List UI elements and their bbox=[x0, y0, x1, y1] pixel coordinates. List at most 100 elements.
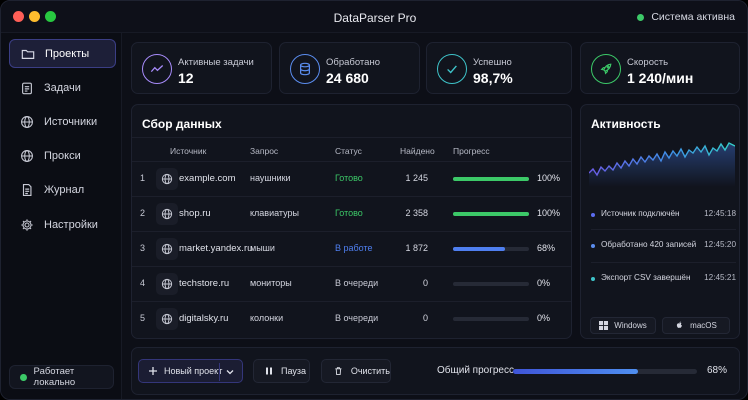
row-progress-fill bbox=[453, 247, 505, 251]
new-project-button[interactable]: Новый проект bbox=[138, 359, 243, 383]
overall-progress-label: Общий прогресс bbox=[437, 365, 514, 376]
column-header-progress: Прогресс bbox=[453, 146, 490, 156]
activity-panel: Активность Источник подключён 12:45:18 О… bbox=[580, 104, 740, 339]
column-header-found: Найдено bbox=[400, 146, 435, 156]
windows-button[interactable]: Windows bbox=[590, 317, 656, 334]
close-window-button[interactable] bbox=[13, 11, 24, 22]
new-project-label: Новый проект bbox=[164, 366, 223, 376]
overall-progress-bar bbox=[513, 369, 697, 374]
table-row[interactable]: 1 example.com наушники Готово 1 245 100% bbox=[132, 162, 573, 196]
row-query: колонки bbox=[250, 313, 284, 323]
row-query: клавиатуры bbox=[250, 208, 300, 218]
row-source: market.yandex.ru bbox=[179, 243, 253, 254]
table-row[interactable]: 4 techstore.ru мониторы В очереди 0 0% bbox=[132, 267, 573, 301]
globe-icon bbox=[156, 168, 178, 190]
event-text: Источник подключён bbox=[601, 209, 680, 218]
row-progress-bar bbox=[453, 282, 529, 286]
windows-label: Windows bbox=[614, 321, 647, 330]
stat-card-success: Успешно 98,7% bbox=[426, 42, 572, 94]
clear-button[interactable]: Очистить bbox=[321, 359, 391, 383]
activity-event: Обработано 420 записей 12:45:20 bbox=[591, 240, 736, 254]
row-progress-value: 68% bbox=[537, 243, 556, 253]
globe-icon bbox=[21, 115, 33, 128]
local-status-badge: Работает локально bbox=[9, 365, 114, 389]
globe-icon bbox=[156, 273, 178, 295]
event-time: 12:45:20 bbox=[704, 240, 736, 249]
stat-card-processed: Обработано 24 680 bbox=[279, 42, 420, 94]
overall-progress-fill bbox=[513, 369, 639, 374]
stat-card-active-tasks: Активные задачи 12 bbox=[131, 42, 272, 94]
pause-icon bbox=[266, 367, 272, 375]
panel-title: Активность bbox=[591, 117, 661, 131]
maximize-window-button[interactable] bbox=[45, 11, 56, 22]
status-dot-icon bbox=[637, 13, 645, 21]
row-progress-value: 100% bbox=[537, 208, 561, 218]
activity-event: Источник подключён 12:45:18 bbox=[591, 209, 736, 223]
sidebar-item-journal[interactable]: Журнал bbox=[9, 175, 116, 204]
minimize-window-button[interactable] bbox=[29, 11, 40, 22]
globe-icon bbox=[156, 308, 178, 330]
column-header-query: Запрос bbox=[250, 146, 279, 156]
local-status-label: Работает локально bbox=[33, 366, 76, 388]
data-collection-panel: Сбор данных Источник Запрос Статус Найде… bbox=[131, 104, 572, 339]
row-source: techstore.ru bbox=[179, 278, 230, 289]
clipboard-icon bbox=[22, 82, 32, 94]
event-time: 12:45:21 bbox=[704, 273, 736, 282]
sidebar-item-label: Задачи bbox=[44, 81, 81, 94]
row-number: 2 bbox=[140, 208, 146, 218]
sidebar-item-tasks[interactable]: Задачи bbox=[9, 73, 116, 102]
rocket-icon bbox=[591, 54, 621, 84]
table-row[interactable]: 2 shop.ru клавиатуры Готово 2 358 100% bbox=[132, 197, 573, 231]
chevron-down-icon[interactable] bbox=[225, 367, 235, 377]
check-icon bbox=[437, 54, 467, 84]
sidebar-item-proxy[interactable]: Прокси bbox=[9, 141, 116, 170]
stat-label: Успешно bbox=[473, 57, 512, 68]
macos-button[interactable]: macOS bbox=[662, 317, 730, 334]
folder-icon bbox=[21, 49, 35, 59]
row-found: 0 bbox=[422, 313, 428, 323]
gear-icon bbox=[21, 218, 33, 231]
sidebar-item-projects[interactable]: Проекты bbox=[9, 39, 116, 68]
row-query: наушники bbox=[250, 173, 291, 183]
system-status: Система активна bbox=[637, 11, 735, 23]
pause-button[interactable]: Пауза bbox=[253, 359, 310, 383]
document-icon bbox=[22, 183, 32, 196]
row-progress-fill bbox=[453, 177, 529, 181]
sidebar-item-sources[interactable]: Источники bbox=[9, 107, 116, 136]
row-query: мыши bbox=[250, 243, 275, 253]
status-dot-icon bbox=[20, 373, 27, 381]
row-progress-value: 0% bbox=[537, 278, 551, 288]
overall-progress-value: 68% bbox=[707, 365, 728, 376]
row-status: В очереди bbox=[335, 313, 379, 323]
sidebar-item-label: Проекты bbox=[45, 47, 90, 60]
globe-icon bbox=[156, 238, 178, 260]
activity-event: Экспорт CSV завершён 12:45:21 bbox=[591, 273, 736, 287]
sidebar-item-label: Прокси bbox=[44, 149, 81, 162]
bullet-icon bbox=[591, 244, 595, 248]
sidebar-item-label: Источники bbox=[44, 115, 98, 128]
clear-label: Очистить bbox=[350, 366, 390, 376]
row-found: 0 bbox=[422, 278, 428, 288]
row-progress-bar bbox=[453, 247, 529, 251]
row-progress-bar bbox=[453, 212, 529, 216]
row-found: 2 358 bbox=[405, 208, 428, 218]
window-title: DataParser Pro bbox=[333, 11, 417, 25]
event-text: Экспорт CSV завершён bbox=[601, 273, 691, 282]
table-row[interactable]: 3 market.yandex.ru мыши В работе 1 872 68% bbox=[132, 232, 573, 266]
row-found: 1 872 bbox=[405, 243, 428, 253]
activity-icon bbox=[142, 54, 172, 84]
row-progress-fill bbox=[453, 212, 529, 216]
sidebar-item-settings[interactable]: Настройки bbox=[9, 210, 116, 239]
globe-icon bbox=[21, 149, 33, 162]
apple-icon bbox=[677, 321, 683, 328]
windows-icon bbox=[599, 321, 609, 330]
event-time: 12:45:18 bbox=[704, 209, 736, 218]
row-progress-bar bbox=[453, 317, 529, 321]
macos-label: macOS bbox=[690, 321, 717, 330]
event-text: Обработано 420 записей bbox=[601, 240, 697, 249]
globe-icon bbox=[156, 203, 178, 225]
row-source: shop.ru bbox=[179, 208, 211, 219]
table-row[interactable]: 5 digitalsky.ru колонки В очереди 0 0% bbox=[132, 302, 573, 336]
row-progress-value: 100% bbox=[537, 173, 561, 183]
